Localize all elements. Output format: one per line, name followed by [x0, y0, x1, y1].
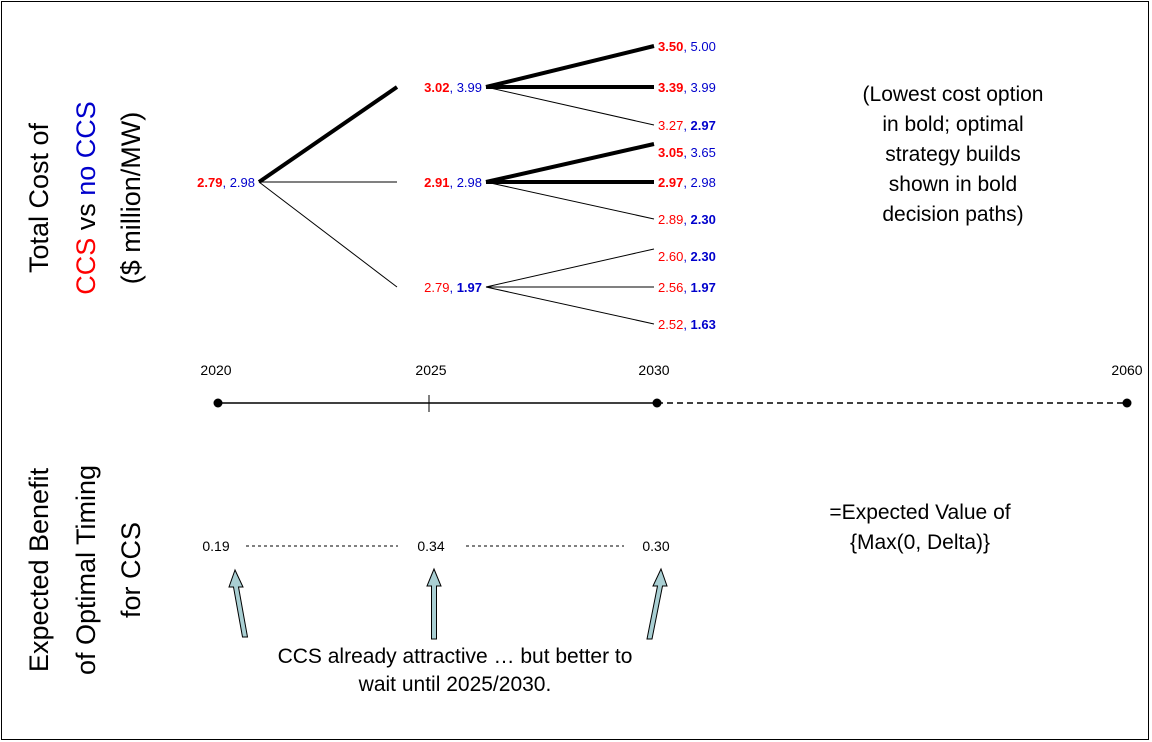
benefit-2030: 0.30 — [642, 538, 669, 554]
year-2025-label: 2025 — [415, 362, 446, 378]
expected-value-line: {Max(0, Delta)} — [849, 531, 991, 554]
node-2025-mid: 2.91, 2.98 — [424, 175, 482, 190]
node-2030-7: 2.60, 2.30 — [658, 249, 716, 264]
branch-root-to-high — [257, 85, 399, 184]
bottom-axis-title-line1: Expected Benefit — [24, 467, 54, 672]
timeline-dot-2020 — [213, 398, 223, 408]
benefits-row: 0.19 0.34 0.30 — [202, 538, 669, 554]
branch-low-to-1 — [485, 248, 655, 288]
caption-note: CCS already attractive … but better to w… — [200, 643, 710, 699]
caption-line: CCS already attractive … but better to — [277, 645, 633, 668]
branch-mid-to-3 — [485, 181, 655, 220]
node-2025-low: 2.79, 1.97 — [424, 280, 482, 295]
branch-mid-to-1 — [485, 142, 655, 184]
arrow-to-2025 — [426, 567, 442, 640]
top-axis-title-line3: ($ million/MW) — [116, 112, 146, 285]
branch-low-to-3 — [485, 286, 655, 325]
year-2020-label: 2020 — [200, 362, 231, 378]
year-2060-label: 2060 — [1111, 362, 1142, 378]
vs-label: vs — [71, 196, 101, 238]
caption-line: wait until 2025/2030. — [358, 673, 552, 696]
expected-value-line: =Expected Value of — [829, 501, 1011, 524]
legend-note-line: (Lowest cost option — [862, 83, 1044, 106]
node-2030-8: 2.56, 1.97 — [658, 280, 716, 295]
bottom-axis-title-line2: of Optimal Timing — [71, 465, 101, 675]
node-2025-high: 3.02, 3.99 — [424, 80, 482, 95]
node-2030-2: 3.39, 3.99 — [658, 80, 716, 95]
branch-high-to-1 — [485, 44, 655, 89]
timeline-dot-2060 — [1122, 398, 1132, 408]
ccs-label: CCS — [71, 238, 101, 295]
arrow-to-2030 — [646, 567, 668, 640]
timeline: 2020 2025 2030 2060 — [200, 362, 1143, 412]
timeline-dot-2030 — [652, 398, 662, 408]
arrow-to-2020 — [228, 568, 249, 638]
legend-note-line: in bold; optimal — [882, 113, 1024, 136]
top-axis-title-line2: CCS vs no CCS — [71, 101, 101, 295]
benefit-2025: 0.34 — [417, 538, 444, 554]
legend-note-line: shown in bold — [888, 173, 1018, 196]
callout-arrows — [228, 567, 668, 640]
benefit-2020: 0.19 — [202, 538, 229, 554]
tree-node-labels: 2.79, 2.98 3.02, 3.99 2.91, 2.98 2.79, 1… — [197, 39, 716, 332]
branch-high-to-3 — [485, 86, 655, 126]
branch-root-to-low — [258, 181, 398, 288]
legend-note-line: decision paths) — [882, 203, 1024, 226]
node-2030-4: 3.05, 3.65 — [658, 145, 716, 160]
legend-note: (Lowest cost option in bold; optimal str… — [800, 80, 1106, 230]
bottom-axis-title-line3: for CCS — [116, 522, 146, 618]
no-ccs-label: no CCS — [71, 101, 101, 196]
expected-value-note: =Expected Value of {Max(0, Delta)} — [760, 498, 1080, 558]
tree-branches — [257, 44, 655, 325]
bottom-axis-title: Expected Benefit of Optimal Timing for C… — [24, 465, 146, 675]
year-2030-label: 2030 — [638, 362, 669, 378]
node-root: 2.79, 2.98 — [197, 175, 255, 190]
node-2030-5: 2.97, 2.98 — [658, 175, 716, 190]
top-axis-title: Total Cost of CCS vs no CCS ($ million/M… — [24, 101, 146, 295]
top-axis-title-line1: Total Cost of — [24, 122, 54, 273]
legend-note-line: strategy builds — [885, 143, 1021, 166]
node-2030-6: 2.89, 2.30 — [658, 212, 716, 227]
node-2030-9: 2.52, 1.63 — [658, 317, 716, 332]
node-2030-3: 3.27, 2.97 — [658, 118, 716, 133]
node-2030-1: 3.50, 5.00 — [658, 39, 716, 54]
